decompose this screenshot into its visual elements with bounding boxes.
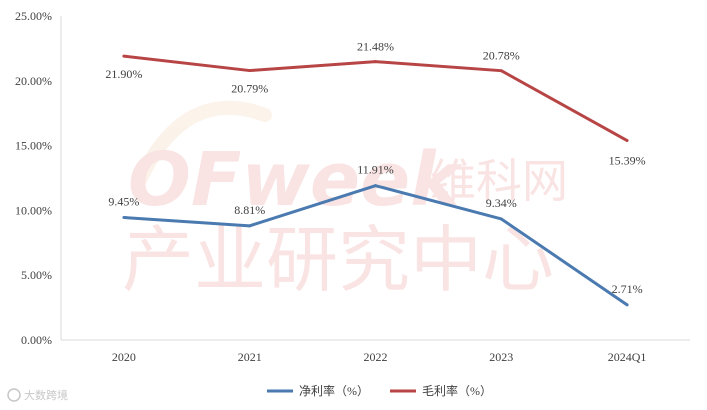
- data-point: [499, 217, 503, 221]
- data-label: 11.91%: [357, 163, 394, 177]
- legend-label-net-margin: 净利率（%）: [299, 383, 369, 398]
- watermark-brand-text: 维科网: [430, 154, 568, 208]
- x-tick-label: 2020: [112, 350, 136, 364]
- data-label: 15.39%: [609, 154, 646, 168]
- watermark-logo-text: OFweek: [128, 137, 463, 223]
- y-tick-label: 10.00%: [15, 203, 52, 217]
- data-label: 21.48%: [357, 40, 394, 54]
- data-point: [248, 69, 252, 73]
- series-layer: [122, 54, 629, 307]
- data-label-layer: 9.45% 8.81% 11.91% 9.34% 2.71% 21.90% 20.79% 21…: [105, 40, 645, 296]
- source-mark-text: 大数跨境: [24, 388, 68, 402]
- y-tick-label: 5.00%: [21, 268, 52, 282]
- x-tick-label: 2022: [364, 350, 388, 364]
- source-mark: 大数跨境: [7, 388, 68, 402]
- x-tick-label: 2023: [489, 350, 513, 364]
- watermark-swoosh-icon: [133, 100, 272, 187]
- y-tick-label: 20.00%: [15, 74, 52, 88]
- data-label: 20.78%: [483, 49, 520, 63]
- legend-label-gross-margin: 毛利率（%）: [422, 383, 492, 398]
- x-tick-labels: 2020 2021 2022 2023 2024Q1: [112, 350, 647, 364]
- data-point: [625, 303, 629, 307]
- data-label: 9.45%: [108, 195, 139, 209]
- data-label: 8.81%: [234, 203, 265, 217]
- data-label: 2.71%: [612, 282, 643, 296]
- watermark-subtitle-text: 产业研究中心: [122, 218, 554, 302]
- data-label: 9.34%: [486, 196, 517, 210]
- series-line-gross-margin: [123, 54, 628, 142]
- axes: [60, 16, 690, 341]
- legend: 净利率（%） 毛利率（%）: [267, 383, 492, 398]
- y-tick-label: 0.00%: [21, 333, 52, 347]
- data-point: [374, 184, 377, 188]
- watermark: OFweek 维科网 产业研究中心: [122, 100, 568, 302]
- x-tick-label: 2024Q1: [608, 350, 647, 364]
- y-tick-labels: 0.00% 5.00% 10.00% 15.00% 20.00% 25.00%: [15, 9, 52, 347]
- data-label: 21.90%: [105, 67, 142, 81]
- data-point: [122, 216, 126, 220]
- y-tick-label: 25.00%: [15, 9, 52, 23]
- data-point: [625, 139, 629, 143]
- data-point: [248, 224, 252, 228]
- source-logo-icon: [7, 388, 21, 402]
- data-point: [499, 69, 503, 73]
- data-label: 20.79%: [231, 82, 268, 96]
- data-point: [374, 60, 377, 64]
- y-tick-label: 15.00%: [15, 139, 52, 153]
- x-tick-label: 2021: [238, 350, 262, 364]
- data-point: [122, 54, 126, 58]
